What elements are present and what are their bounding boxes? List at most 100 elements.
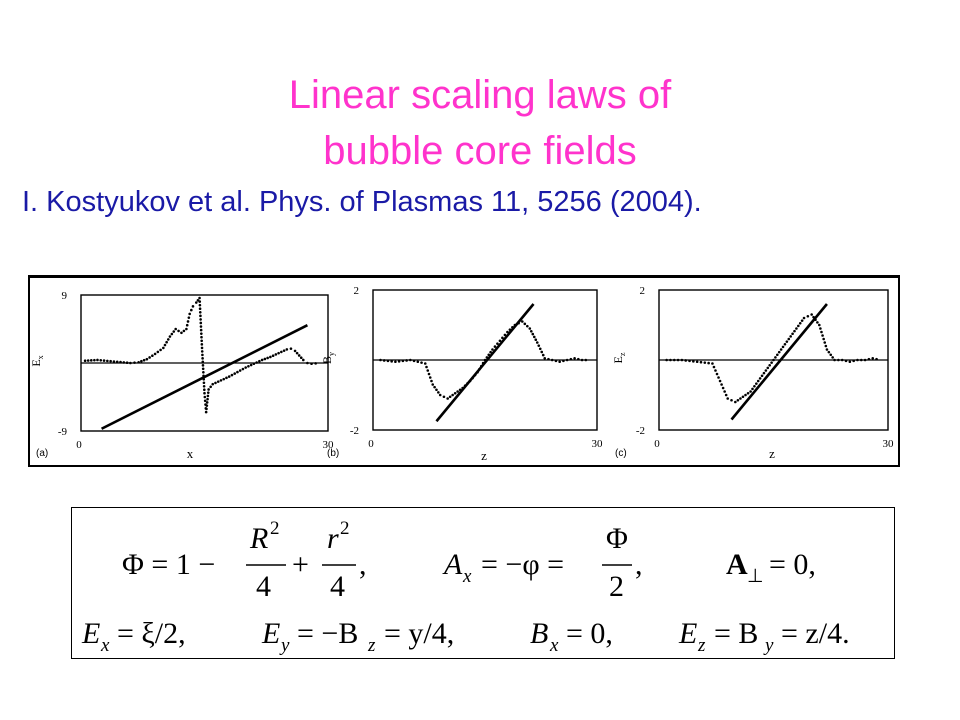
data-point	[280, 350, 283, 354]
y-axis-label-sub: z	[618, 352, 627, 356]
fit-line	[730, 303, 828, 421]
data-point	[282, 349, 286, 352]
data-point	[762, 371, 766, 375]
data-point	[819, 327, 822, 330]
data-point	[185, 323, 189, 327]
data-point	[529, 330, 533, 333]
data-point	[699, 360, 703, 364]
data-point	[200, 343, 204, 346]
data-point	[203, 395, 207, 399]
data-point	[820, 330, 823, 334]
data-point	[198, 300, 202, 303]
data-point	[159, 348, 162, 352]
data-point	[412, 359, 416, 363]
data-point	[206, 397, 209, 401]
data-point	[829, 353, 833, 357]
data-point	[125, 361, 129, 364]
data-point	[199, 328, 203, 332]
data-point	[448, 395, 452, 399]
data-point	[201, 360, 205, 364]
x-tick-label: 30	[592, 438, 604, 450]
data-point	[493, 345, 497, 348]
x-axis-label: x	[187, 446, 194, 461]
data-point	[781, 345, 785, 349]
eq-Ez-sub: z	[697, 635, 706, 656]
data-point	[827, 350, 831, 354]
data-point	[825, 348, 829, 351]
data-point	[203, 388, 206, 392]
data-point	[688, 359, 691, 363]
data-point	[115, 360, 119, 364]
data-point	[431, 383, 435, 386]
data-point	[200, 335, 203, 339]
data-point	[768, 363, 771, 367]
y-tick-label: -9	[58, 426, 68, 438]
data-point	[225, 376, 228, 380]
data-point	[202, 384, 206, 388]
data-point	[496, 342, 499, 345]
data-point	[427, 372, 431, 376]
data-point	[297, 354, 301, 357]
eq-Ez-rhs: = z/4.	[781, 617, 850, 650]
data-point	[177, 329, 180, 333]
data-point	[222, 377, 226, 381]
data-point	[532, 335, 536, 339]
data-point	[200, 332, 203, 335]
data-point	[258, 359, 261, 363]
slide-title-line-1: Linear scaling laws of	[288, 73, 672, 117]
data-point	[219, 379, 223, 382]
data-point	[289, 347, 293, 350]
data-point	[266, 356, 269, 360]
eq-Bx-sub: x	[549, 635, 559, 656]
data-point	[501, 336, 504, 340]
data-point	[736, 398, 740, 402]
data-point	[397, 360, 401, 363]
data-point	[163, 343, 167, 347]
data-point	[102, 359, 106, 362]
data-point	[676, 358, 680, 362]
data-point	[739, 397, 742, 400]
data-point	[416, 360, 420, 364]
data-point	[810, 313, 813, 316]
data-point	[420, 361, 423, 364]
data-point	[665, 358, 668, 362]
data-point	[684, 359, 688, 362]
data-point	[816, 321, 819, 324]
data-point	[200, 350, 204, 353]
fit-line	[435, 303, 535, 423]
eq-Ex: E	[81, 617, 100, 650]
data-point	[871, 356, 875, 360]
data-point	[83, 359, 87, 363]
data-point	[506, 330, 509, 334]
data-point	[93, 358, 96, 362]
data-point	[430, 379, 433, 383]
data-point	[760, 374, 764, 378]
data-point	[255, 361, 258, 364]
x-tick-label: 30	[883, 438, 895, 450]
data-point	[165, 340, 168, 344]
data-point	[405, 359, 408, 362]
y-axis-label-sub: x	[36, 355, 45, 359]
x-axis-label: z	[769, 446, 775, 461]
data-point	[206, 391, 210, 394]
data-point	[200, 339, 203, 343]
data-point	[433, 385, 436, 389]
data-point	[198, 310, 202, 314]
data-point	[741, 395, 745, 399]
data-point	[562, 359, 565, 363]
y-axis-label: By	[320, 352, 336, 364]
data-point	[824, 344, 828, 348]
x-tick-label: 0	[76, 439, 82, 451]
data-point	[394, 360, 397, 364]
eq-Bx: B	[530, 617, 548, 650]
y-tick-label: 2	[354, 285, 360, 297]
data-point	[201, 353, 204, 357]
data-point	[170, 332, 174, 336]
data-point	[190, 308, 193, 312]
eq-phi-lhs: Φ = 1 −	[122, 548, 215, 581]
data-point	[580, 358, 584, 362]
data-point	[541, 353, 545, 357]
data-point	[692, 360, 695, 363]
data-point	[386, 359, 390, 363]
